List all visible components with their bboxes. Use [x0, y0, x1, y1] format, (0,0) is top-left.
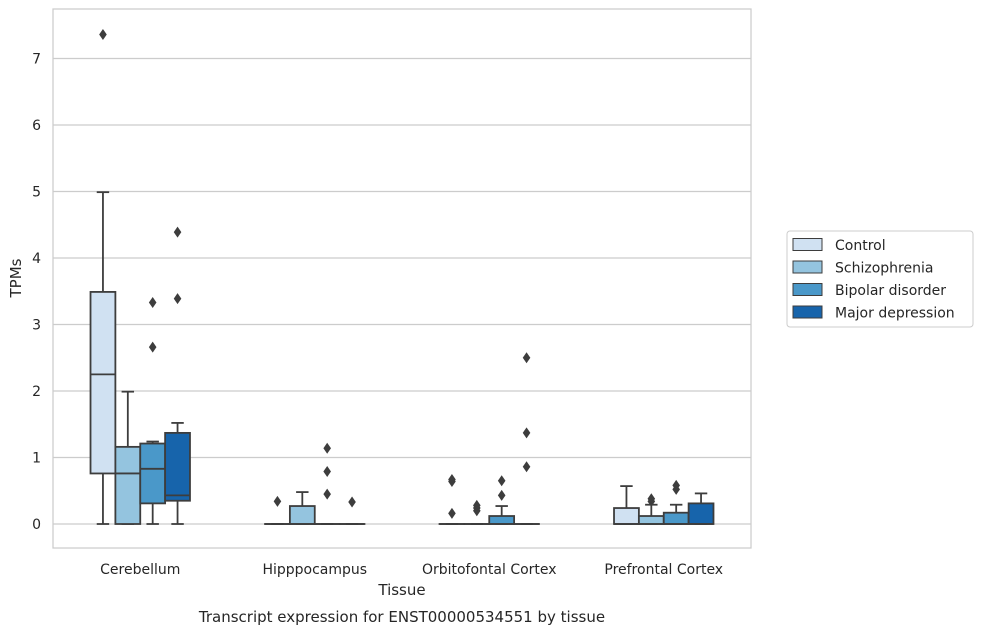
- x-tick-label: Orbitofontal Cortex: [422, 562, 557, 578]
- box-iqr: [139, 442, 167, 505]
- x-axis-label: Tissue: [377, 581, 425, 599]
- box-iqr: [613, 507, 640, 525]
- box-3-3: [687, 492, 715, 525]
- boxes: [89, 29, 715, 525]
- outlier-point: [497, 489, 506, 501]
- outlier-point: [323, 465, 331, 477]
- box-2-3: [513, 352, 540, 525]
- legend-swatch: [792, 260, 823, 274]
- box-iqr: [164, 431, 191, 502]
- outlier-point: [148, 341, 157, 353]
- box-iqr: [637, 515, 665, 525]
- outlier-point: [448, 507, 456, 519]
- box-1-2: [313, 442, 341, 525]
- outlier-point: [672, 479, 680, 491]
- box-iqr: [288, 505, 316, 525]
- outlier-point: [647, 493, 656, 505]
- outlier-point: [522, 427, 531, 439]
- y-tick-label: 3: [32, 318, 41, 334]
- box-iqr: [89, 291, 117, 475]
- box-0-0: [89, 29, 117, 525]
- outlier-point: [473, 499, 481, 511]
- y-tick-label: 0: [32, 517, 41, 533]
- x-tick-label: Hipppocampus: [262, 562, 367, 578]
- box-3-1: [637, 493, 665, 525]
- box-iqr: [687, 502, 715, 525]
- y-tick-label: 4: [32, 251, 41, 267]
- y-tick-label: 5: [32, 185, 41, 201]
- box-2-2: [488, 475, 516, 525]
- legend-label: Major depression: [835, 306, 955, 322]
- outlier-point: [497, 475, 506, 487]
- outlier-point: [148, 297, 157, 309]
- legend-label: Bipolar disorder: [835, 283, 946, 299]
- box-1-3: [338, 496, 366, 525]
- chart-caption: Transcript expression for ENST0000053455…: [198, 608, 605, 626]
- box-iqr: [662, 511, 690, 525]
- box-0-1: [114, 390, 142, 525]
- plot-area-frame: [52, 8, 752, 549]
- outlier-point: [323, 488, 331, 500]
- box-3-2: [662, 479, 690, 525]
- legend-label: Schizophrenia: [835, 261, 933, 277]
- box-3-0: [613, 485, 640, 525]
- box-2-0: [438, 473, 466, 525]
- legend-label: Control: [835, 238, 886, 254]
- y-axis-label: TPMs: [7, 258, 25, 298]
- x-tick-label: Cerebellum: [100, 562, 180, 578]
- box-1-0: [264, 495, 291, 525]
- box-0-3: [164, 226, 191, 525]
- outlier-point: [99, 29, 107, 41]
- box-0-2: [139, 297, 167, 525]
- box-2-1: [463, 499, 491, 525]
- x-axis-ticks: Cerebellum Hipppocampus Orbitofontal Corte…: [100, 562, 723, 578]
- y-axis-ticks: 0 1 2 3 4 5 6 7: [32, 52, 41, 534]
- outlier-point: [273, 495, 282, 507]
- legend-frame: [786, 230, 974, 328]
- legend-swatch: [792, 238, 823, 251]
- outlier-point: [348, 496, 356, 508]
- y-tick-label: 1: [32, 451, 41, 467]
- outlier-point: [173, 226, 182, 238]
- box-iqr: [114, 445, 142, 525]
- x-tick-label: Prefrontal Cortex: [604, 562, 723, 578]
- outlier-point: [522, 461, 531, 473]
- y-tick-label: 7: [32, 52, 41, 68]
- y-tick-label: 2: [32, 384, 41, 400]
- box-iqr: [488, 515, 516, 525]
- outlier-point: [522, 352, 531, 364]
- legend-swatch: [792, 305, 823, 319]
- legend-swatch: [792, 283, 823, 296]
- legend: Control Schizophrenia Bipolar disorder Majo…: [786, 230, 974, 328]
- outlier-point: [448, 473, 456, 485]
- box-1-1: [288, 491, 316, 525]
- outlier-point: [323, 442, 331, 454]
- y-tick-label: 6: [32, 118, 41, 134]
- outlier-point: [173, 293, 182, 305]
